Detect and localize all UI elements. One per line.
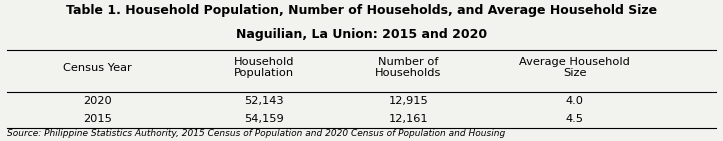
- Text: Source: Philippine Statistics Authority, 2015 Census of Population and 2020 Cens: Source: Philippine Statistics Authority,…: [7, 129, 505, 138]
- Text: 52,143: 52,143: [244, 96, 283, 106]
- Text: Table 1. Household Population, Number of Households, and Average Household Size: Table 1. Household Population, Number of…: [66, 4, 657, 17]
- Text: 4.5: 4.5: [566, 114, 583, 124]
- Text: 2020: 2020: [83, 96, 112, 106]
- Text: 2015: 2015: [83, 114, 112, 124]
- Text: 12,915: 12,915: [389, 96, 428, 106]
- Text: Household
Population: Household Population: [234, 57, 294, 79]
- Text: 12,161: 12,161: [389, 114, 428, 124]
- Text: Naguilian, La Union: 2015 and 2020: Naguilian, La Union: 2015 and 2020: [236, 28, 487, 41]
- Text: Average Household
Size: Average Household Size: [519, 57, 630, 79]
- Text: 4.0: 4.0: [566, 96, 583, 106]
- Text: Number of
Households: Number of Households: [375, 57, 442, 79]
- Text: 54,159: 54,159: [244, 114, 283, 124]
- Text: Census Year: Census Year: [63, 63, 132, 73]
